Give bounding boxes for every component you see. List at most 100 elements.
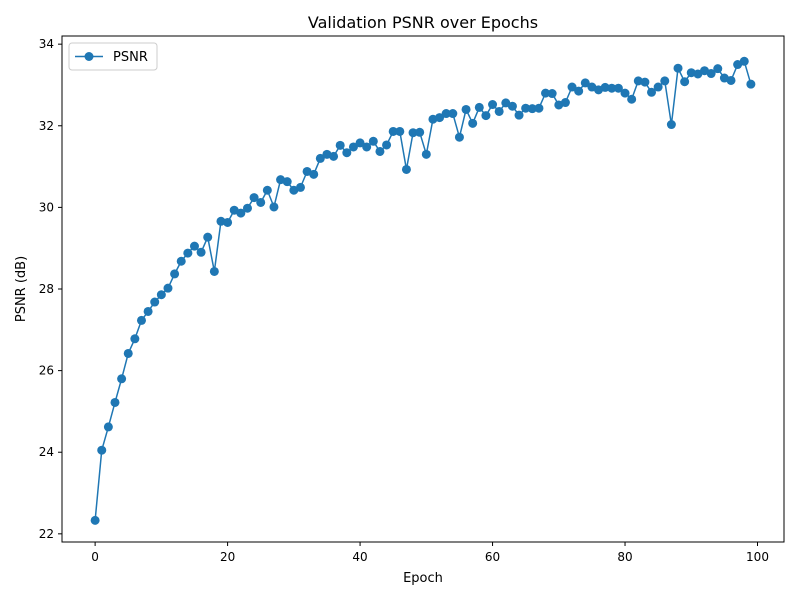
plot-frame [61, 35, 785, 543]
psnr-point [282, 177, 292, 187]
legend-label: PSNR [113, 50, 148, 65]
y-tick-label: 28 [39, 282, 54, 296]
psnr-point [355, 138, 365, 148]
psnr-point [488, 100, 498, 110]
psnr-point [368, 136, 378, 146]
legend-marker [84, 52, 94, 61]
y-tick-label: 32 [39, 119, 54, 133]
psnr-point [415, 127, 425, 137]
x-tick-label: 20 [220, 550, 235, 564]
x-tick-label: 60 [485, 550, 500, 564]
psnr-point [375, 146, 385, 156]
x-axis-label: Epoch [403, 571, 443, 586]
psnr-point [163, 283, 173, 293]
psnr-point [600, 82, 610, 92]
psnr-point [481, 111, 491, 121]
psnr-point [580, 78, 590, 88]
psnr-point [123, 348, 133, 358]
psnr-point [130, 334, 140, 344]
psnr-point [494, 106, 504, 116]
series-layer [90, 56, 756, 525]
psnr-point [103, 422, 113, 432]
legend-box [68, 42, 158, 71]
psnr-point [97, 445, 107, 455]
x-tick-label: 40 [352, 550, 367, 564]
psnr-point [574, 86, 584, 96]
y-tick-label: 22 [39, 527, 54, 541]
plot-background [62, 36, 784, 542]
psnr-point [441, 109, 451, 119]
x-tick-label: 100 [746, 550, 769, 564]
psnr-point [527, 104, 537, 114]
psnr-point [156, 290, 166, 300]
psnr-point [474, 102, 484, 112]
psnr-point [117, 374, 127, 384]
psnr-point [421, 149, 431, 159]
psnr-point [203, 232, 213, 242]
psnr-point [739, 56, 749, 66]
psnr-point [627, 94, 637, 104]
psnr-point [448, 109, 458, 119]
psnr-point [348, 142, 358, 152]
psnr-point [189, 241, 199, 251]
psnr-point [461, 104, 471, 114]
y-tick-label: 30 [39, 200, 54, 214]
chart-title: Validation PSNR over Epochs [308, 13, 538, 32]
psnr-point [514, 110, 524, 120]
y-tick-label: 26 [39, 364, 54, 378]
psnr-point [136, 315, 146, 325]
psnr-point [541, 88, 551, 98]
y-tick-label: 34 [39, 37, 54, 51]
psnr-point [607, 83, 617, 93]
psnr-point [521, 103, 531, 113]
psnr-point [713, 64, 723, 74]
y-tick-label: 24 [39, 445, 54, 459]
psnr-point [401, 164, 411, 174]
psnr-point [382, 140, 392, 150]
psnr-point [249, 193, 259, 203]
psnr-point [640, 77, 650, 87]
psnr-point [150, 297, 160, 307]
psnr-point [388, 126, 398, 136]
psnr-point [223, 217, 233, 227]
psnr-point [567, 82, 577, 92]
psnr-point [560, 98, 570, 108]
x-tick-label: 80 [617, 550, 632, 564]
psnr-point [620, 88, 630, 98]
psnr-point [143, 306, 153, 316]
psnr-point [362, 142, 372, 152]
psnr-point [746, 79, 756, 89]
psnr-point [256, 197, 266, 207]
psnr-point [170, 269, 180, 279]
axes: 0 20 40 60 80 100 22 24 26 28 30 32 34 [39, 37, 769, 564]
psnr-point [653, 82, 663, 92]
psnr-point [262, 185, 272, 195]
psnr-point [176, 256, 186, 266]
psnr-point [706, 69, 716, 79]
psnr-point [110, 397, 120, 407]
psnr-point [435, 113, 445, 123]
psnr-point [183, 248, 193, 258]
psnr-point [673, 63, 683, 73]
psnr-point [507, 101, 517, 111]
legend: PSNR [68, 42, 158, 71]
psnr-point [613, 83, 623, 93]
psnr-point [342, 148, 352, 158]
psnr-point [315, 153, 325, 163]
x-tick-label: 0 [91, 550, 99, 564]
psnr-point [534, 103, 544, 113]
y-axis-label: PSNR (dB) [14, 256, 29, 322]
psnr-point [408, 128, 418, 138]
psnr-point [329, 151, 339, 161]
psnr-point [335, 140, 345, 150]
psnr-point [295, 182, 305, 192]
psnr-point [680, 77, 690, 87]
psnr-point [547, 89, 557, 99]
psnr-point [242, 203, 252, 213]
psnr-point [269, 202, 279, 212]
psnr-point [647, 87, 657, 97]
psnr-point [726, 75, 736, 85]
psnr-point [666, 120, 676, 130]
psnr-point [90, 515, 100, 525]
